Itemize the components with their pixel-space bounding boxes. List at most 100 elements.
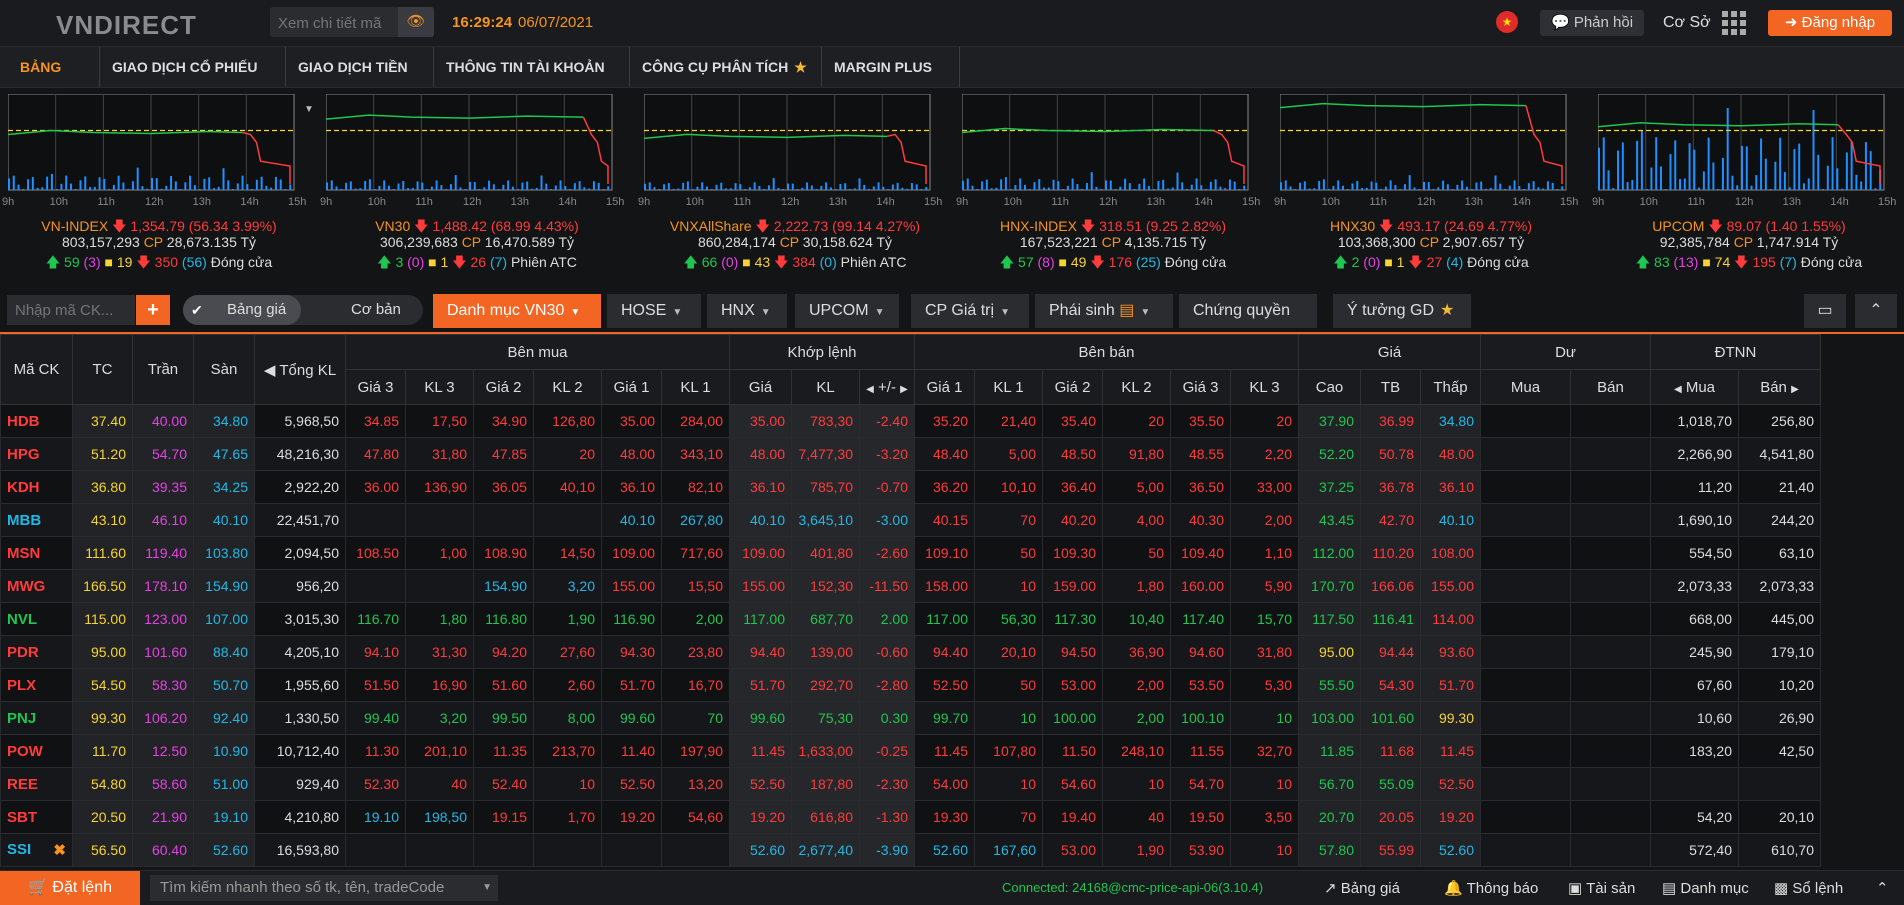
stock-code[interactable]: SSI ✖ bbox=[0, 833, 73, 867]
tab-hnx[interactable]: HNX ▼ bbox=[707, 294, 787, 328]
table-row[interactable]: REE 54.80 58.60 51.00 929,40 52.30 40 52.40 10 52… bbox=[0, 767, 1821, 801]
table-row[interactable]: MBB 43.10 46.10 40.10 22,451,70 40.10 267,80 40… bbox=[0, 503, 1821, 537]
table-row[interactable]: HDB 37.40 40.00 34.80 5,968,50 34.85 17,50 34.9… bbox=[0, 404, 1821, 438]
stock-code[interactable]: KDH bbox=[0, 470, 73, 504]
stock-code[interactable]: SBT bbox=[0, 800, 73, 834]
index-chart-vnxallshare[interactable]: 9h 10h 11h 12h 13h 14h 15h VNXAllShare 🡇 2,222.… bbox=[636, 90, 954, 276]
chevron-up-icon[interactable]: ⌃ bbox=[1855, 294, 1897, 328]
nav-so-lenh[interactable]: ▩ Sổ lệnh bbox=[1774, 879, 1843, 897]
tab-y-tuong-gd[interactable]: Ý tưởng GD ★ bbox=[1333, 294, 1471, 328]
stock-code[interactable]: HPG bbox=[0, 437, 73, 471]
quick-search-select[interactable]: Tìm kiếm nhanh theo số tk, tên, tradeCod… bbox=[150, 875, 498, 901]
caret-left-icon[interactable]: ◀ bbox=[866, 383, 874, 395]
col-khop-gia[interactable]: Giá bbox=[729, 369, 792, 405]
stock-code[interactable]: POW bbox=[0, 734, 73, 768]
index-chart-hnx30[interactable]: 9h 10h 11h 12h 13h 14h 15h HNX30 🡇 493.17 (24.6… bbox=[1272, 90, 1590, 276]
plus-icon[interactable]: + bbox=[136, 295, 170, 325]
col-ma-ck[interactable]: Mã CK bbox=[0, 334, 73, 405]
table-row[interactable]: MWG 166.50 178.10 154.90 956,20 154.90 3,20 155… bbox=[0, 569, 1821, 603]
table-row[interactable]: MSN 111.60 119.40 103.80 2,094,50 108.50 1,00 1… bbox=[0, 536, 1821, 570]
apps-grid-icon[interactable] bbox=[1722, 11, 1748, 35]
index-chart-vn30[interactable]: 9h 10h 11h 12h 13h 14h 15h VN30 🡇 1,488.42 (68.… bbox=[318, 90, 636, 276]
stock-search-input[interactable] bbox=[276, 11, 398, 35]
place-order-button[interactable]: 🛒 Đặt lệnh bbox=[0, 871, 140, 905]
table-row[interactable]: POW 11.70 12.50 10.90 10,712,40 11.30 201,10 11… bbox=[0, 734, 1821, 768]
caret-right-icon[interactable]: ▶ bbox=[1791, 383, 1799, 395]
col-du-mua[interactable]: Mua bbox=[1480, 369, 1571, 405]
stock-code[interactable]: HDB bbox=[0, 404, 73, 438]
table-row[interactable]: HPG 51.20 54.70 47.65 48,216,30 47.80 31,80 47.… bbox=[0, 437, 1821, 471]
remove-icon[interactable]: ✖ bbox=[53, 842, 66, 859]
toggle-co-ban[interactable]: Cơ bản bbox=[351, 301, 401, 318]
col-khop-change[interactable]: ◀ +/- ▶ bbox=[859, 369, 915, 405]
stock-code[interactable]: REE bbox=[0, 767, 73, 801]
col-ban-kl2[interactable]: KL 2 bbox=[1102, 369, 1171, 405]
stock-code[interactable]: MWG bbox=[0, 569, 73, 603]
col-mua-kl3[interactable]: KL 3 bbox=[405, 369, 474, 405]
chevrons-up-icon[interactable]: ⌃ bbox=[1876, 880, 1889, 897]
menu-thong-tin-tai-khoan[interactable]: THÔNG TIN TÀI KHOẢN▼ bbox=[434, 47, 630, 115]
col-du-ban[interactable]: Bán bbox=[1570, 369, 1651, 405]
menu-giao-dich-tien[interactable]: GIAO DỊCH TIỀN ▼ bbox=[286, 47, 434, 115]
col-ban-gia1[interactable]: Giá 1 bbox=[914, 369, 975, 405]
col-tc[interactable]: TC bbox=[72, 334, 133, 405]
index-chart-vnindex[interactable]: 9h 10h 11h 12h 13h 14h 15h VN-INDEX 🡇 1,354.79 … bbox=[0, 90, 318, 276]
stock-code[interactable]: MSN bbox=[0, 536, 73, 570]
caret-left-icon[interactable]: ◀ bbox=[1673, 383, 1682, 395]
vietnam-flag-icon[interactable]: ★ bbox=[1496, 11, 1518, 33]
col-tong-kl[interactable]: ◀ Tổng KL bbox=[254, 334, 346, 405]
col-khop-kl[interactable]: KL bbox=[791, 369, 860, 405]
table-row[interactable]: PDR 95.00 101.60 88.40 4,205,10 94.10 31,30 94.… bbox=[0, 635, 1821, 669]
index-chart-hnxindex[interactable]: 9h 10h 11h 12h 13h 14h 15h HNX-INDEX 🡇 318.51 (… bbox=[954, 90, 1272, 276]
menu-cong-cu-phan-tich[interactable]: CÔNG CỤ PHÂN TÍCH ★ bbox=[630, 47, 822, 87]
table-row[interactable]: NVL 115.00 123.00 107.00 3,015,30 116.70 1,80 1… bbox=[0, 602, 1821, 636]
nav-bang-gia[interactable]: ↗ Bảng giá bbox=[1324, 879, 1400, 897]
table-row[interactable]: KDH 36.80 39.35 34.25 2,922,20 36.00 136,90 36.… bbox=[0, 470, 1821, 504]
stock-code[interactable]: MBB bbox=[0, 503, 73, 537]
col-mua-gia3[interactable]: Giá 3 bbox=[345, 369, 406, 405]
stock-code[interactable]: NVL bbox=[0, 602, 73, 636]
index-chart-upcom[interactable]: 9h 10h 11h 12h 13h 14h 15h UPCOM 🡇 89.07 (1.40 … bbox=[1590, 90, 1904, 276]
col-mua-gia1[interactable]: Giá 1 bbox=[601, 369, 662, 405]
tab-chung-quyen[interactable]: Chứng quyền▼ bbox=[1179, 294, 1317, 352]
vndirect-logo[interactable]: VNDIRECT bbox=[56, 10, 197, 40]
col-tb[interactable]: TB bbox=[1360, 369, 1421, 405]
menu-margin-plus[interactable]: MARGIN PLUS▼ bbox=[822, 47, 960, 115]
col-ban-kl1[interactable]: KL 1 bbox=[974, 369, 1043, 405]
col-mua-kl2[interactable]: KL 2 bbox=[533, 369, 602, 405]
stock-code[interactable]: PNJ bbox=[0, 701, 73, 735]
col-ban-kl3[interactable]: KL 3 bbox=[1230, 369, 1299, 405]
ck-code-input[interactable] bbox=[7, 295, 135, 325]
col-san[interactable]: Sàn bbox=[193, 334, 255, 405]
menu-giao-dich-co-phieu[interactable]: GIAO DỊCH CỔ PHIẾU▼ bbox=[100, 47, 286, 115]
caret-right-icon[interactable]: ▶ bbox=[900, 383, 908, 395]
nav-danh-muc[interactable]: ▤ Danh mục bbox=[1662, 879, 1749, 897]
login-button[interactable]: ➜ Đăng nhập bbox=[1768, 10, 1892, 36]
col-ban-gia3[interactable]: Giá 3 bbox=[1170, 369, 1231, 405]
tab-hose[interactable]: HOSE ▼ bbox=[607, 294, 701, 328]
table-row[interactable]: SSI ✖ 56.50 60.40 52.60 16,593,80 52.60 2,677,… bbox=[0, 833, 1821, 867]
tab-cp-gia-tri[interactable]: CP Giá trị ▼ bbox=[911, 294, 1029, 328]
col-cao[interactable]: Cao bbox=[1298, 369, 1361, 405]
col-dtnn-mua[interactable]: ◀ Mua bbox=[1650, 369, 1739, 405]
feedback-button[interactable]: 💬 Phản hồi bbox=[1540, 10, 1644, 36]
col-thap[interactable]: Thấp bbox=[1420, 369, 1481, 405]
eye-icon[interactable]: 👁 bbox=[398, 7, 434, 37]
col-dtnn-ban[interactable]: Bán ▶ bbox=[1738, 369, 1821, 405]
table-row[interactable]: PLX 54.50 58.30 50.70 1,955,60 51.50 16,90 51.6… bbox=[0, 668, 1821, 702]
stock-code[interactable]: PLX bbox=[0, 668, 73, 702]
nav-tai-san[interactable]: ▣ Tài sản bbox=[1568, 879, 1635, 897]
stock-code[interactable]: PDR bbox=[0, 635, 73, 669]
table-row[interactable]: PNJ 99.30 106.20 92.40 1,330,50 99.40 3,20 99.5… bbox=[0, 701, 1821, 735]
nav-thong-bao[interactable]: 🔔 Thông báo bbox=[1444, 879, 1538, 897]
col-mua-kl1[interactable]: KL 1 bbox=[661, 369, 730, 405]
menu-bang-gia[interactable]: BẢNG GIÁ bbox=[8, 47, 100, 115]
view-mode-toggle[interactable]: ✔ Bảng giá Cơ bản bbox=[183, 295, 423, 325]
monitor-icon[interactable]: ▭ bbox=[1804, 294, 1846, 328]
caret-left-icon[interactable]: ◀ bbox=[263, 361, 276, 379]
tab-danh-muc-vn30[interactable]: Danh mục VN30 ▼ bbox=[433, 294, 601, 328]
col-ban-gia2[interactable]: Giá 2 bbox=[1042, 369, 1103, 405]
col-tran[interactable]: Trần bbox=[132, 334, 194, 405]
col-mua-gia2[interactable]: Giá 2 bbox=[473, 369, 534, 405]
toggle-bang-gia[interactable]: ✔ Bảng giá bbox=[183, 295, 301, 325]
